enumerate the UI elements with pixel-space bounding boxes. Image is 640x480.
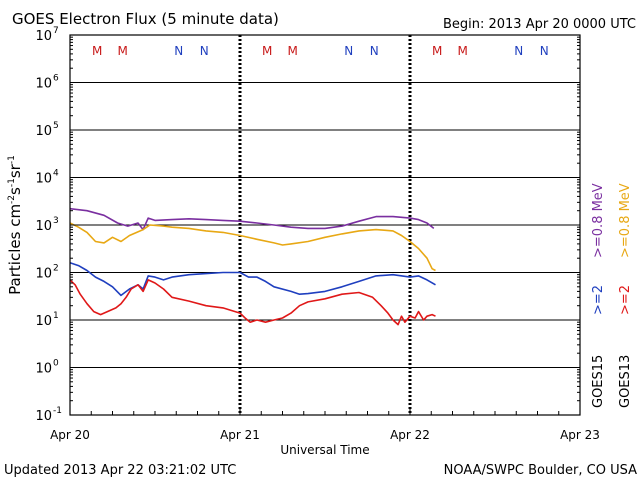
marker-m: M [288,44,298,58]
y-tick-label: 10 [35,29,52,44]
y-axis-label-exp-2: -1 [7,178,17,187]
marker-m: M [262,44,272,58]
marker-n: N [174,44,183,58]
y-tick-label: 10 [35,172,52,187]
x-tick-label: Apr 21 [220,428,260,442]
y-tick-label: 10 [35,219,52,234]
y-tick-exponent: 7 [53,26,59,36]
series-line-goes13-0-8-mev [69,222,436,272]
series-line-goes13-2-mev [69,279,436,326]
y-tick-label: 10 [35,362,52,377]
marker-m: M [458,44,468,58]
x-axis-label: Universal Time [280,443,369,457]
chart-title: GOES Electron Flux (5 minute data) [12,10,279,28]
series-lines [69,207,436,326]
marker-n: N [200,44,209,58]
y-tick-exponent: 5 [53,121,59,131]
x-tick-label: Apr 20 [50,428,90,442]
y-tick-exponent: 2 [53,264,59,274]
y-tick-exponent: 6 [53,74,59,84]
marker-n: N [514,44,523,58]
y-tick-exponent: -1 [53,406,62,416]
source-credit: NOAA/SWPC Boulder, CO USA [444,463,637,478]
begin-timestamp: Begin: 2013 Apr 20 0000 UTC [443,17,636,32]
y-axis-label-unit-sr: sr [6,163,24,178]
legend-goes15-2mev: >=2 [591,285,606,315]
legend-goes13-08mev: >=0.8 MeV [618,183,633,258]
y-tick-label: 10 [35,267,52,282]
marker-m: M [432,44,442,58]
y-axis-label-exp-1: -2 [7,195,17,204]
series-line-goes15-0-8-mev [69,207,435,231]
marker-n: N [344,44,353,58]
x-tick-label: Apr 22 [390,428,430,442]
y-axis-label: Particles cm-2s-1sr-1 [6,155,24,295]
y-tick-label: 10 [35,314,52,329]
y-tick-label: 10 [35,409,52,424]
y-tick-label: 10 [35,77,52,92]
y-axis-label-unit-s: s [6,187,24,195]
marker-m: M [118,44,128,58]
legend-goes15-08mev: >=0.8 MeV [591,183,606,258]
y-tick-label: 10 [35,124,52,139]
y-tick-exponent: 0 [53,359,59,369]
updated-timestamp: Updated 2013 Apr 22 03:21:02 UTC [4,463,236,478]
legend-goes13-2mev: >=2 [618,285,633,315]
y-axis-label-exp-3: -1 [7,155,17,164]
day-dividers [238,35,412,415]
y-axis-label-unit-cm: Particles cm [6,204,24,295]
y-tick-exponent: 4 [53,169,59,179]
x-axis-ticks: Apr 20 Apr 21 Apr 22 Apr 23 [50,407,600,442]
series-line-goes15-2-mev [69,262,436,297]
y-tick-exponent: 1 [53,311,59,321]
legend-goes15-label: GOES15 [591,355,606,408]
marker-n: N [540,44,549,58]
marker-n: N [370,44,379,58]
marker-m: M [92,44,102,58]
y-tick-exponent: 3 [53,216,59,226]
legend-goes13-label: GOES13 [618,355,633,408]
legend: GOES15 GOES13 >=2 >=2 >=0.8 MeV >=0.8 Me… [591,183,633,408]
x-tick-label: Apr 23 [560,428,600,442]
